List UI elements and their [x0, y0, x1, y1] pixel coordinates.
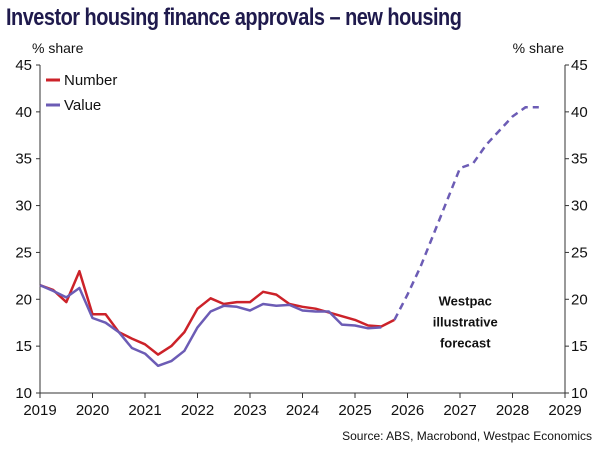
x-tick-label: 2019: [23, 402, 56, 419]
y-tick-label-left: 40: [15, 104, 32, 121]
y-tick-label-left: 25: [15, 244, 32, 261]
forecast-annotation: Westpac illustrative forecast: [433, 293, 498, 350]
annotation-line: Westpac: [439, 293, 492, 308]
x-tick-label: 2021: [128, 402, 161, 419]
chart-legend: Number Value: [46, 72, 117, 114]
legend-label-value: Value: [64, 97, 101, 114]
y-tick-label-left: 15: [15, 338, 32, 355]
y-tick-label-right: 45: [571, 57, 588, 74]
x-tick-label: 2025: [338, 402, 371, 419]
x-tick-label: 2023: [233, 402, 266, 419]
y-tick-label-right: 40: [571, 104, 588, 121]
x-tick-label: 2026: [391, 402, 424, 419]
y-tick-label-right: 25: [571, 244, 588, 261]
x-tick-label: 2022: [181, 402, 214, 419]
series-line-value: [39, 284, 382, 368]
legend-label-number: Number: [64, 72, 117, 89]
annotation-line: illustrative: [433, 314, 498, 329]
right-axis-unit: % share: [512, 40, 564, 56]
chart-series: [39, 105, 539, 368]
series-line-number: [39, 269, 395, 356]
y-tick-label-left: 20: [15, 291, 32, 308]
y-tick-label-right: 20: [571, 291, 588, 308]
x-tick-label: 2027: [443, 402, 476, 419]
x-tick-label: 2020: [76, 402, 109, 419]
y-tick-label-right: 10: [571, 385, 588, 402]
y-tick-label-right: 35: [571, 151, 588, 168]
y-tick-label-left: 10: [15, 385, 32, 402]
annotation-line: forecast: [440, 335, 491, 350]
left-axis-unit: % share: [32, 40, 84, 56]
x-tick-label: 2029: [548, 402, 581, 419]
y-tick-label-right: 30: [571, 198, 588, 215]
x-tick-label: 2028: [496, 402, 529, 419]
y-tick-label-left: 35: [15, 151, 32, 168]
chart-title: Investor housing finance approvals – new…: [6, 4, 462, 31]
y-tick-label-left: 30: [15, 198, 32, 215]
y-tick-label-right: 15: [571, 338, 588, 355]
y-tick-label-left: 45: [15, 57, 32, 74]
x-tick-label: 2024: [286, 402, 319, 419]
source-note: Source: ABS, Macrobond, Westpac Economic…: [342, 429, 592, 443]
series-line-forecast: [393, 105, 539, 321]
